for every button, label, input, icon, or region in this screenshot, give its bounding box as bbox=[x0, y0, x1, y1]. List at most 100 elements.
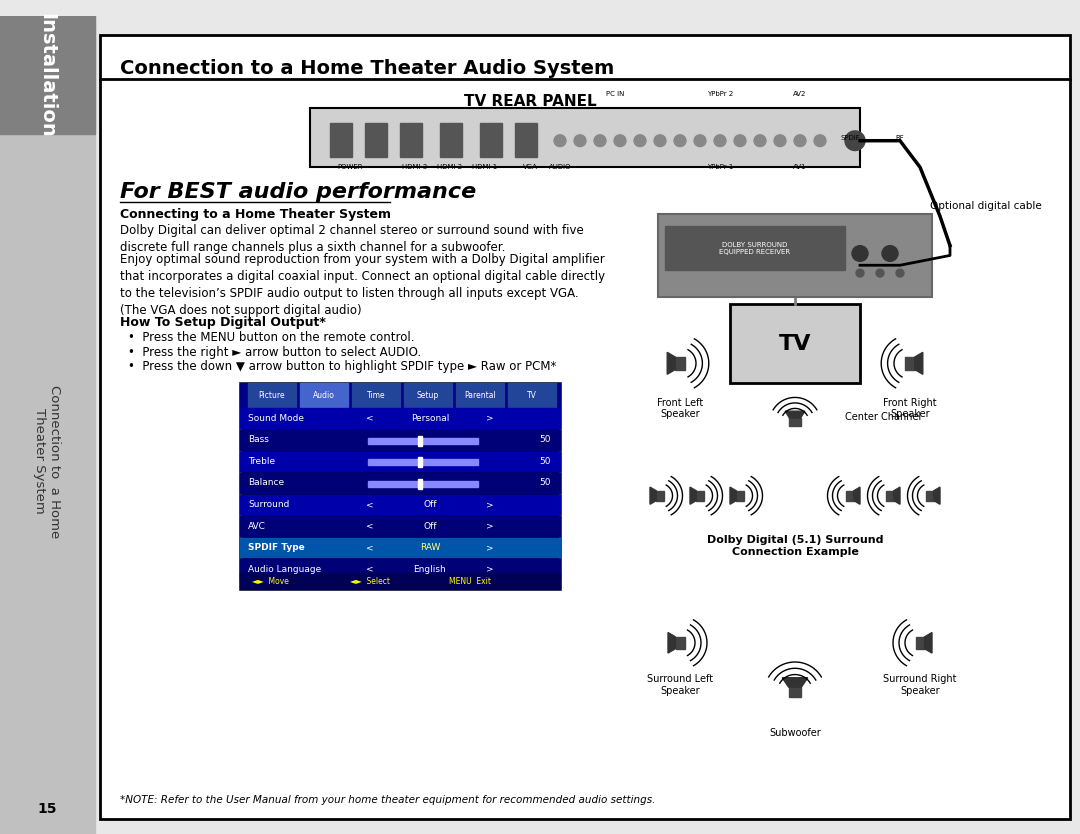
Bar bbox=[368, 460, 478, 465]
Text: English: English bbox=[414, 565, 446, 574]
Text: Balance: Balance bbox=[248, 479, 284, 487]
Text: •  Press the right ► arrow button to select AUDIO.: • Press the right ► arrow button to sele… bbox=[129, 345, 421, 359]
Text: Surround Right
Speaker: Surround Right Speaker bbox=[883, 674, 957, 696]
Bar bbox=[0, 16, 95, 834]
Circle shape bbox=[573, 135, 586, 147]
Polygon shape bbox=[782, 678, 808, 687]
Text: Treble: Treble bbox=[248, 457, 275, 466]
Text: Audio: Audio bbox=[313, 391, 335, 400]
Text: YPbPr 1: YPbPr 1 bbox=[706, 164, 733, 170]
Text: 50: 50 bbox=[539, 479, 551, 487]
Text: DOLBY SURROUND
EQUIPPED RECEIVER: DOLBY SURROUND EQUIPPED RECEIVER bbox=[719, 242, 791, 255]
Text: Connecting to a Home Theater System: Connecting to a Home Theater System bbox=[120, 208, 391, 221]
Bar bbox=[675, 357, 685, 369]
Text: Surround: Surround bbox=[248, 500, 289, 509]
Bar bbox=[508, 383, 556, 409]
Circle shape bbox=[594, 135, 606, 147]
Bar bbox=[927, 490, 934, 500]
Text: Optional digital cable: Optional digital cable bbox=[930, 202, 1042, 211]
Polygon shape bbox=[690, 487, 697, 505]
FancyBboxPatch shape bbox=[730, 304, 860, 383]
Circle shape bbox=[754, 135, 766, 147]
Text: •  Press the MENU button on the remote control.: • Press the MENU button on the remote co… bbox=[129, 331, 415, 344]
Polygon shape bbox=[894, 487, 900, 505]
Bar bbox=[847, 490, 854, 500]
Bar bbox=[697, 490, 704, 500]
Text: Connection to  a Home
Theater System: Connection to a Home Theater System bbox=[33, 384, 60, 538]
Text: YPbPr 2: YPbPr 2 bbox=[707, 91, 733, 97]
Bar bbox=[418, 479, 422, 489]
Text: <: < bbox=[366, 543, 374, 552]
Text: Audio Language: Audio Language bbox=[248, 565, 321, 574]
Bar bbox=[480, 123, 502, 158]
Text: For BEST audio performance: For BEST audio performance bbox=[120, 182, 476, 202]
Text: Dolby Digital (5.1) Surround
Connection Example: Dolby Digital (5.1) Surround Connection … bbox=[706, 535, 883, 556]
Bar bbox=[789, 418, 800, 426]
Bar bbox=[515, 123, 537, 158]
Bar bbox=[365, 123, 387, 158]
Bar bbox=[330, 123, 352, 158]
Circle shape bbox=[634, 135, 646, 147]
Text: Personal: Personal bbox=[410, 414, 449, 423]
Circle shape bbox=[734, 135, 746, 147]
Bar bbox=[788, 687, 801, 696]
Bar bbox=[300, 383, 348, 409]
Bar bbox=[440, 123, 462, 158]
Bar bbox=[368, 438, 478, 444]
Bar bbox=[240, 409, 561, 428]
Text: VGA: VGA bbox=[523, 164, 538, 170]
Text: Setup: Setup bbox=[417, 391, 440, 400]
Bar bbox=[665, 226, 845, 270]
Text: PC IN: PC IN bbox=[606, 91, 624, 97]
Bar bbox=[240, 430, 561, 450]
Circle shape bbox=[882, 246, 897, 261]
Circle shape bbox=[856, 269, 864, 277]
Text: Sound Mode: Sound Mode bbox=[248, 414, 303, 423]
Polygon shape bbox=[854, 487, 860, 505]
Text: Center Channel: Center Channel bbox=[845, 412, 921, 422]
Polygon shape bbox=[915, 352, 922, 374]
Circle shape bbox=[694, 135, 706, 147]
Text: Front Left
Speaker: Front Left Speaker bbox=[657, 398, 703, 420]
Bar bbox=[916, 637, 924, 649]
Circle shape bbox=[845, 131, 865, 150]
Circle shape bbox=[896, 269, 904, 277]
Text: AV2: AV2 bbox=[794, 91, 807, 97]
Text: RF: RF bbox=[895, 135, 904, 141]
Circle shape bbox=[674, 135, 686, 147]
Bar bbox=[248, 383, 296, 409]
Text: Picture: Picture bbox=[259, 391, 285, 400]
Circle shape bbox=[654, 135, 666, 147]
Bar bbox=[657, 490, 664, 500]
Bar bbox=[240, 473, 561, 493]
Text: HDMI 2: HDMI 2 bbox=[437, 164, 462, 170]
Text: Surround Left
Speaker: Surround Left Speaker bbox=[647, 674, 713, 696]
Text: 15: 15 bbox=[37, 802, 57, 816]
Text: >: > bbox=[486, 521, 494, 530]
Text: >: > bbox=[486, 414, 494, 423]
Text: ◄►  Select: ◄► Select bbox=[350, 576, 390, 585]
Text: <: < bbox=[366, 500, 374, 509]
Polygon shape bbox=[924, 632, 932, 653]
Polygon shape bbox=[785, 411, 805, 418]
Bar bbox=[368, 481, 478, 487]
Text: Enjoy optimal sound reproduction from your system with a Dolby Digital amplifier: Enjoy optimal sound reproduction from yo… bbox=[120, 253, 605, 316]
Bar bbox=[240, 560, 561, 579]
Text: SPDIF: SPDIF bbox=[840, 135, 860, 141]
Circle shape bbox=[774, 135, 786, 147]
Circle shape bbox=[554, 135, 566, 147]
Text: Subwoofer: Subwoofer bbox=[769, 728, 821, 738]
Bar bbox=[240, 573, 561, 589]
Bar bbox=[456, 383, 504, 409]
Text: Parental: Parental bbox=[464, 391, 496, 400]
Text: Installation: Installation bbox=[38, 13, 56, 138]
Bar bbox=[905, 357, 915, 369]
Text: AVC: AVC bbox=[248, 521, 266, 530]
Text: Bass: Bass bbox=[248, 435, 269, 445]
Text: Off: Off bbox=[423, 500, 436, 509]
Text: AV1: AV1 bbox=[793, 164, 807, 170]
Bar bbox=[240, 495, 561, 515]
Circle shape bbox=[615, 135, 626, 147]
Circle shape bbox=[714, 135, 726, 147]
Bar bbox=[737, 490, 744, 500]
